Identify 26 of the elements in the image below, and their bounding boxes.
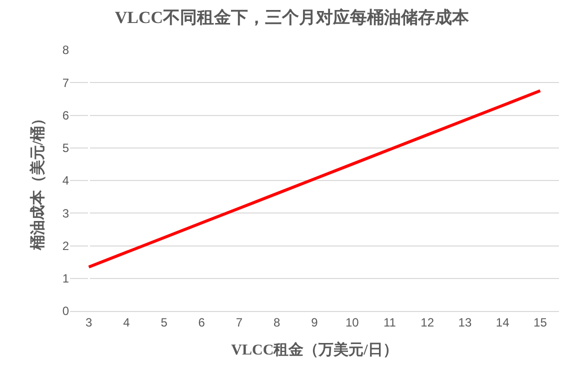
x-tick-label: 9: [311, 315, 318, 330]
line-series: [87, 89, 542, 268]
x-tick-label: 4: [123, 315, 130, 330]
x-axis-title: VLCC租金（万美元/日）: [231, 340, 398, 358]
y-tick-label: 5: [62, 141, 70, 156]
x-tick-label: 15: [534, 315, 548, 330]
x-tick-label: 11: [383, 315, 396, 330]
x-tick-label: 8: [274, 315, 281, 330]
y-tick-label: 8: [62, 43, 70, 58]
y-axis-title: 桶油成本（美元/桶）: [28, 110, 47, 252]
y-tick-label: 7: [62, 76, 70, 90]
x-tick-label: 3: [85, 315, 92, 330]
y-tick-label: 0: [62, 304, 70, 318]
chart-title: VLCC不同租金下，三个月对应每桶油储存成本: [114, 8, 470, 28]
x-tick-label: 12: [420, 315, 434, 330]
x-tick-label: 5: [160, 315, 168, 330]
y-tick-label: 1: [62, 272, 70, 286]
x-tick-label: 6: [198, 315, 206, 330]
y-tick-label: 3: [62, 206, 70, 220]
x-tick-label: 13: [458, 315, 472, 330]
x-tick-label: 7: [236, 315, 243, 330]
y-tick-label: 6: [62, 108, 70, 122]
x-tick-label: 10: [345, 315, 360, 330]
x-tick-label: 14: [496, 315, 510, 330]
y-tick-label: 4: [62, 174, 70, 188]
y-tick-label: 2: [62, 238, 70, 253]
